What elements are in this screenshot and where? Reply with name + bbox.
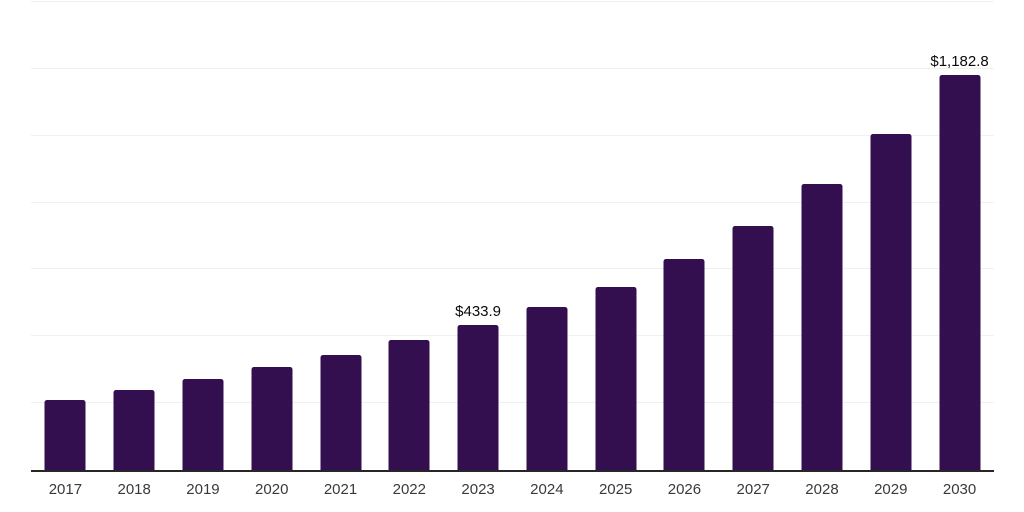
bar-band-2029 (856, 2, 925, 470)
bar-2018 (113, 389, 155, 470)
bar-band-2019 (169, 2, 238, 470)
gridline-1200 (31, 67, 994, 69)
bar-band-2026 (650, 2, 719, 470)
data-label-2023: $433.9 (455, 302, 502, 320)
bar-band-2017 (31, 2, 100, 470)
bar-band-2020 (237, 2, 306, 470)
bar-2026 (663, 259, 705, 470)
gridline-200 (31, 402, 994, 404)
gridline-1000 (31, 134, 994, 136)
bar-band-2021 (306, 2, 375, 470)
x-axis-label-2018: 2018 (117, 481, 151, 498)
bar-band-2030: $1,182.8 (925, 2, 994, 470)
gridline-1400 (31, 1, 994, 2)
gridlines (31, 1, 994, 470)
bar-2030 (939, 74, 981, 470)
bar-2027 (732, 225, 774, 470)
x-axis-label-2017: 2017 (48, 481, 83, 498)
x-axis-label-2025: 2025 (598, 481, 633, 498)
plot-area: $433.9 $1,182.8 (31, 1, 994, 470)
x-axis-label-2019: 2019 (186, 481, 220, 498)
bar-2022 (388, 339, 430, 470)
bars: $433.9 $1,182.8 (31, 2, 994, 470)
bar-band-2025 (581, 2, 650, 470)
x-axis-label-2020: 2020 (255, 481, 289, 498)
x-axis-label-2021: 2021 (323, 481, 358, 498)
bar-band-2022 (375, 2, 444, 470)
x-axis-label-2029: 2029 (874, 481, 908, 498)
bar-2025 (595, 286, 637, 470)
gridline-800 (31, 201, 994, 203)
bar-2019 (182, 379, 224, 470)
bar-2028 (801, 184, 843, 470)
bar-band-2024 (512, 2, 581, 470)
bar-2017 (44, 399, 86, 470)
gridline-400 (31, 335, 994, 337)
bar-2023 (457, 324, 499, 470)
bar-band-2023: $433.9 (444, 2, 513, 470)
bar-2021 (320, 355, 362, 470)
x-axis-line (31, 470, 994, 472)
x-axis-label-2028: 2028 (805, 481, 839, 498)
bar-band-2018 (100, 2, 169, 470)
data-label-2030: $1,182.8 (930, 52, 989, 70)
x-axis-label-2027: 2027 (736, 481, 770, 498)
x-axis-label-2023: 2023 (461, 481, 495, 498)
bar-band-2027 (719, 2, 788, 470)
bar-2029 (870, 134, 912, 470)
bar-2020 (251, 367, 293, 470)
x-axis-label-2030: 2030 (942, 481, 977, 498)
gridline-600 (31, 268, 994, 270)
bar-2024 (526, 307, 568, 470)
x-axis-labels: 2017 2018 2019 2020 2021 2022 2023 2024 2025 2026… (31, 480, 994, 500)
x-axis-label-2026: 2026 (667, 481, 702, 498)
bar-band-2028 (788, 2, 857, 470)
x-axis-label-2022: 2022 (392, 481, 426, 498)
x-axis-label-2024: 2024 (530, 481, 564, 498)
